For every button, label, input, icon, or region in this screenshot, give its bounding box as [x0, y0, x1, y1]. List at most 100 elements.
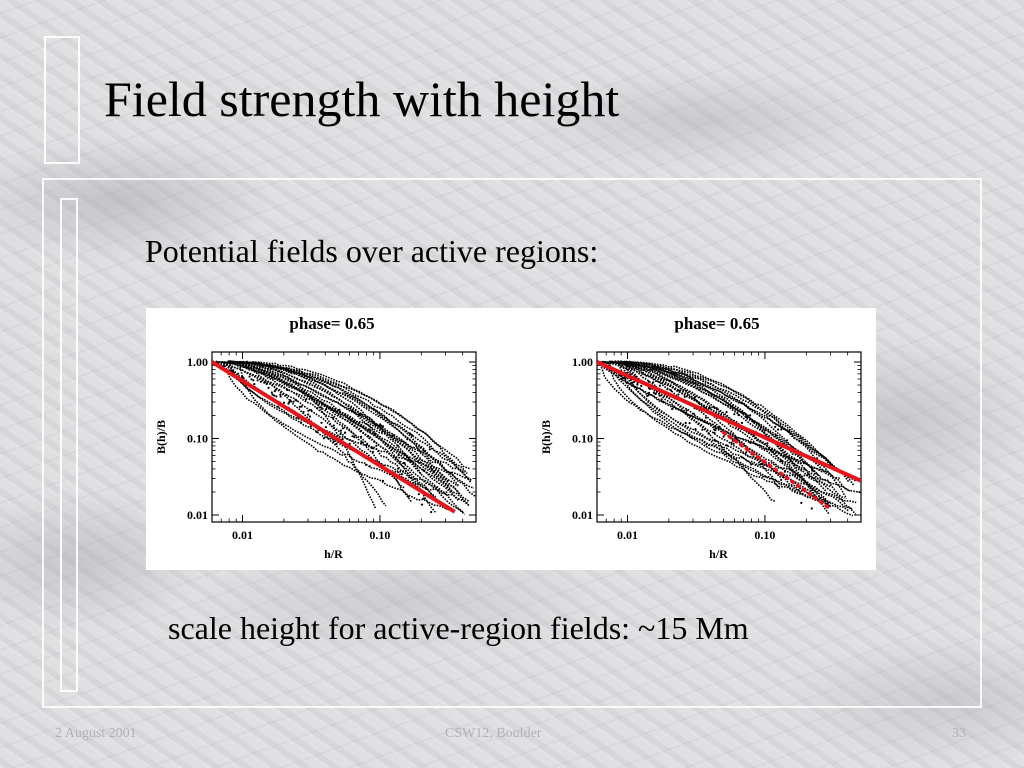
- frame-line-bottom: [42, 706, 982, 708]
- data-point: [684, 421, 687, 425]
- data-point: [615, 374, 618, 377]
- footer-page-number: 33: [952, 726, 966, 741]
- data-point: [780, 478, 783, 481]
- field-line-trace: [239, 361, 459, 487]
- field-line-trace: [233, 360, 436, 513]
- data-point: [259, 380, 262, 383]
- data-point: [402, 461, 405, 464]
- fit-line: [212, 360, 456, 514]
- data-point: [624, 377, 627, 380]
- y-axis-label: B(h)/B: [154, 420, 168, 454]
- data-point: [381, 425, 385, 428]
- data-point: [766, 442, 769, 445]
- field-line-trace: [605, 362, 834, 477]
- chart-title: phase= 0.65: [674, 314, 759, 333]
- data-point: [403, 452, 406, 456]
- data-point: [775, 434, 778, 437]
- footer-date: 2 August 2001: [55, 726, 137, 741]
- data-point: [282, 401, 286, 404]
- data-point: [364, 463, 368, 466]
- data-point: [271, 393, 274, 396]
- data-point: [669, 389, 673, 392]
- field-line-trace: [623, 360, 832, 505]
- data-point: [626, 381, 629, 384]
- data-point: [302, 410, 305, 414]
- x-axis-label: h/R: [709, 547, 728, 561]
- field-line-trace: [221, 360, 461, 496]
- data-point: [425, 487, 428, 490]
- data-point: [341, 427, 344, 430]
- data-point: [752, 420, 755, 423]
- field-line-trace: [231, 361, 470, 502]
- data-point: [374, 423, 377, 426]
- data-point: [339, 429, 342, 432]
- field-line-trace: [231, 361, 470, 506]
- data-point: [722, 435, 725, 438]
- field-line-trace: [220, 361, 471, 507]
- data-point: [658, 394, 661, 397]
- data-point: [749, 414, 752, 417]
- data-point: [774, 425, 777, 428]
- data-point: [270, 391, 273, 394]
- data-point: [276, 405, 280, 408]
- data-point: [279, 395, 282, 398]
- data-point: [300, 405, 303, 408]
- data-point: [371, 450, 375, 453]
- data-point: [304, 398, 307, 401]
- data-point: [800, 501, 803, 504]
- y-axis-label: B(h)/B: [539, 420, 553, 454]
- data-point: [400, 473, 403, 476]
- data-point: [630, 384, 633, 387]
- data-point: [761, 462, 764, 465]
- data-point: [703, 420, 706, 424]
- data-point: [713, 439, 717, 442]
- chart-right: phase= 0.65 1.00 0.10 0.01 0.01 0.10 h/R B(h)/B: [539, 314, 862, 561]
- data-point: [712, 405, 716, 409]
- field-line-trace: [239, 361, 476, 497]
- y-tick-label: 0.10: [187, 432, 208, 446]
- data-point: [422, 497, 425, 500]
- field-line-trace: [229, 360, 464, 513]
- data-point: [343, 431, 347, 434]
- frame-line-right: [980, 178, 982, 708]
- data-point: [252, 379, 255, 382]
- field-line-trace: [617, 361, 850, 512]
- data-point: [360, 413, 363, 416]
- x-tick-label: 0.10: [369, 528, 390, 542]
- data-point: [780, 428, 783, 431]
- plot-area-frame: [596, 351, 862, 523]
- data-point: [368, 428, 371, 431]
- data-point: [666, 388, 669, 391]
- data-point: [620, 377, 623, 381]
- data-point: [725, 410, 728, 414]
- data-point: [658, 384, 662, 387]
- data-point: [636, 383, 639, 386]
- data-point: [285, 393, 288, 396]
- footer-event: CSW12, Boulder: [445, 726, 542, 741]
- data-point: [315, 430, 318, 434]
- field-line-trace: [233, 361, 387, 507]
- title-accent-bar: [44, 36, 80, 164]
- data-point: [256, 379, 259, 382]
- data-point: [373, 432, 376, 435]
- data-point: [288, 400, 291, 404]
- x-tick-label: 0.01: [232, 528, 253, 542]
- data-point: [432, 470, 435, 473]
- data-point: [718, 425, 721, 428]
- figure-svg: phase= 0.65 1.00 0.10 0.01 0.01 0.10 h/R B(h)/B…: [154, 314, 862, 561]
- field-line-trace: [619, 361, 857, 482]
- data-point: [652, 391, 655, 394]
- data-point: [430, 511, 433, 514]
- data-point: [671, 407, 674, 411]
- data-point: [295, 399, 298, 402]
- data-point: [704, 416, 708, 419]
- x-tick-label: 0.10: [754, 528, 775, 542]
- data-point: [253, 383, 256, 386]
- data-point: [618, 374, 621, 377]
- field-line-trace: [617, 360, 827, 492]
- data-point: [316, 407, 319, 410]
- field-line-trace: [225, 361, 448, 511]
- field-line-trace: [620, 361, 857, 504]
- data-point: [701, 428, 704, 431]
- data-point: [250, 378, 253, 381]
